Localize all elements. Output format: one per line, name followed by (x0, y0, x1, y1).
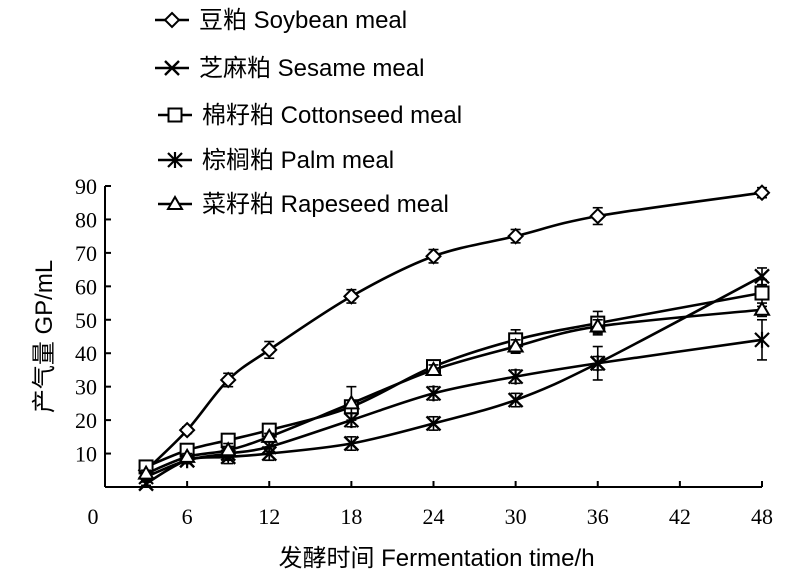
data-point-diamond (753, 184, 771, 202)
data-point-triangle (178, 447, 196, 463)
data-point-x (507, 392, 524, 408)
y-axis-title: 产气量 GP/mL (31, 260, 58, 413)
series-line (145, 308, 763, 475)
data-point-asterisk (589, 355, 606, 372)
data-point-triangle (424, 360, 443, 376)
legend-label: 芝麻粕 Sesame meal (199, 55, 424, 82)
x-tick-label: 36 (587, 504, 609, 529)
data-point-diamond (589, 207, 607, 225)
legend-label: 菜籽粕 Rapeseed meal (202, 191, 449, 218)
y-tick-label: 70 (75, 241, 97, 266)
data-point-square (754, 285, 770, 301)
y-tick-label: 40 (75, 341, 97, 366)
data-point-triangle (589, 317, 607, 333)
data-point-triangle (506, 337, 525, 353)
y-tick-label: 80 (75, 207, 97, 232)
series-triangle (137, 300, 771, 480)
x-tick-label: 24 (423, 504, 445, 529)
data-point-x (425, 415, 442, 432)
y-tick-label: 20 (75, 408, 97, 433)
x-tick-label: 12 (258, 504, 280, 529)
y-tick-label: 60 (75, 274, 97, 299)
x-tick-label: 18 (340, 504, 362, 529)
data-point-asterisk (167, 152, 183, 168)
y-tick-label: 90 (75, 174, 97, 199)
x-tick-label: 42 (669, 504, 691, 529)
data-point-asterisk (507, 368, 524, 385)
legend-label: 棉籽粕 Cottonseed meal (202, 102, 462, 129)
x-tick-label: 0 (88, 504, 99, 529)
x-axis-ticks: 0 6 12 18 24 30 36 42 48 (88, 481, 773, 529)
data-point-asterisk (425, 385, 442, 402)
data-point-triangle (219, 441, 237, 457)
series-group (137, 184, 771, 492)
data-point-diamond (342, 287, 360, 305)
legend-item: 豆粕 Soybean meal (155, 7, 407, 34)
legend-item: 棉籽粕 Cottonseed meal (158, 102, 462, 129)
y-tick-label: 30 (75, 375, 97, 400)
data-point-triangle (260, 427, 278, 443)
data-point-asterisk (754, 331, 770, 348)
data-point-diamond (178, 421, 196, 439)
data-point-diamond (507, 227, 525, 245)
x-tick-label: 30 (505, 504, 527, 529)
y-axis-ticks: 10 20 30 40 50 60 70 80 90 (75, 174, 111, 467)
legend-item: 菜籽粕 Rapeseed meal (158, 191, 449, 218)
x-tick-label: 48 (751, 504, 773, 529)
legend: 豆粕 Soybean meal 芝麻粕 Sesame meal 棉籽粕 Cotton… (155, 7, 462, 218)
x-tick-label: 6 (182, 504, 193, 529)
legend-label: 豆粕 Soybean meal (199, 7, 407, 34)
axes (104, 186, 762, 488)
legend-label: 棕榈粕 Palm meal (202, 147, 394, 174)
data-point-triangle (753, 300, 771, 316)
x-axis-title: 发酵时间 Fermentation time/h (278, 545, 594, 572)
data-point-triangle (342, 394, 361, 410)
legend-item: 芝麻粕 Sesame meal (155, 55, 424, 82)
series-asterisk (138, 318, 770, 485)
data-point-x (754, 268, 770, 285)
data-point-x (164, 60, 180, 76)
y-tick-label: 50 (75, 308, 97, 333)
data-point-triangle (166, 195, 184, 210)
series-line (145, 191, 763, 472)
y-tick-label: 10 (75, 442, 97, 467)
data-point-x (343, 435, 360, 452)
data-point-diamond (260, 341, 278, 359)
data-point-diamond (219, 371, 237, 389)
data-point-triangle (137, 464, 155, 480)
data-point-diamond (425, 247, 442, 265)
series-square (138, 278, 770, 475)
data-point-square (167, 107, 183, 123)
legend-item: 棕榈粕 Palm meal (158, 147, 394, 174)
data-point-diamond (163, 11, 181, 29)
